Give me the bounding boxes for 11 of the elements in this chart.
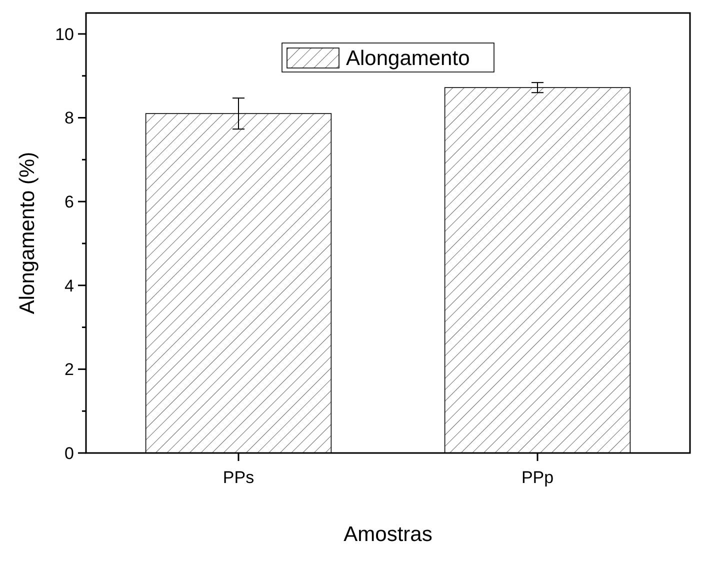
- y-tick-label: 8: [64, 108, 74, 128]
- y-tick-label: 0: [64, 444, 74, 463]
- y-tick-label: 10: [55, 24, 74, 44]
- x-tick-label: PPp: [521, 468, 554, 487]
- legend-label: Alongamento: [346, 47, 470, 70]
- y-axis-title: Alongamento (%): [16, 152, 39, 314]
- y-tick-label: 4: [64, 276, 74, 296]
- x-tick-label: PPs: [222, 468, 254, 487]
- x-axis-title: Amostras: [344, 523, 432, 546]
- y-tick-label: 6: [64, 192, 74, 212]
- y-tick-label: 2: [64, 360, 74, 380]
